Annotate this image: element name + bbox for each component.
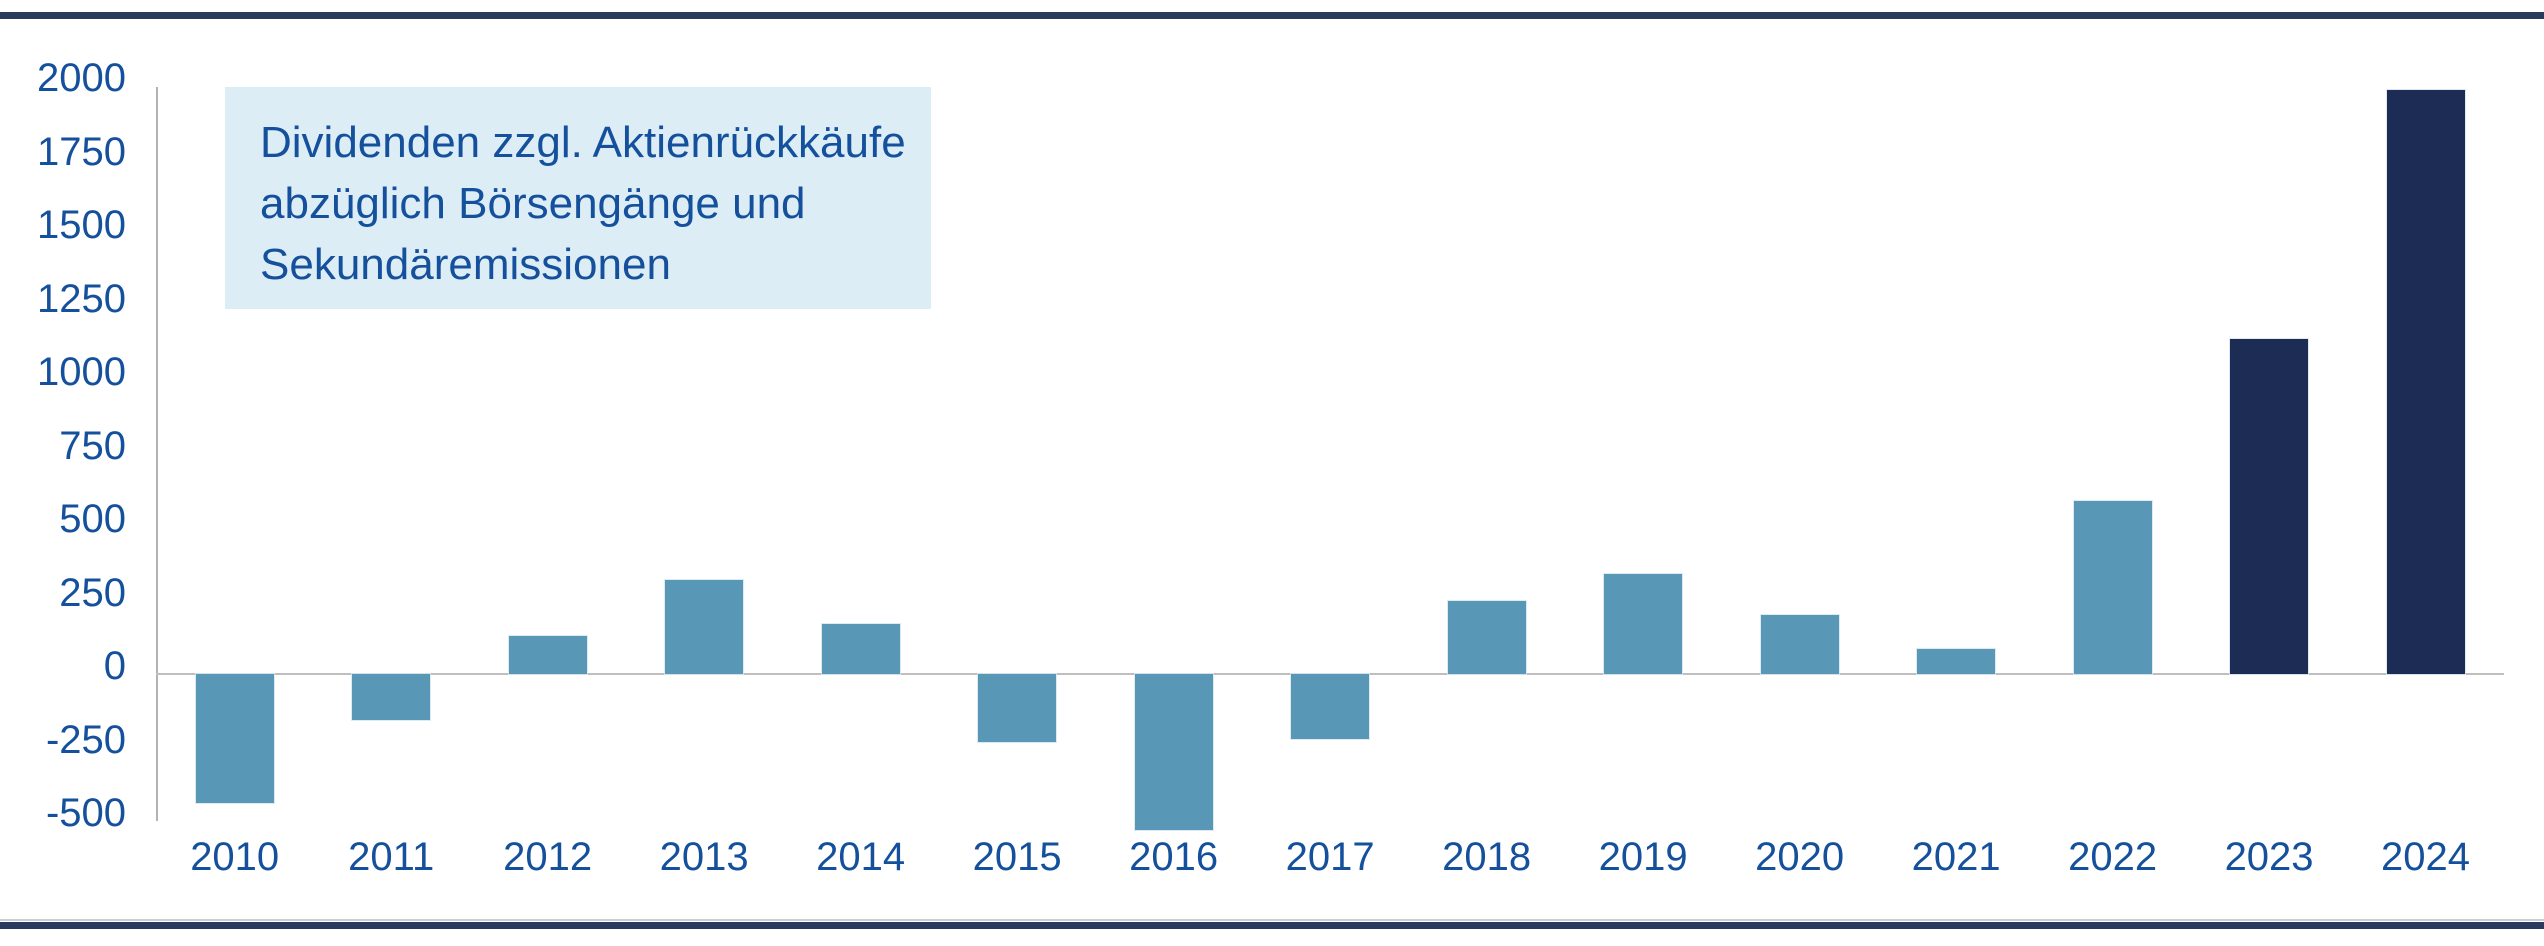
x-tick-label-2020: 2020 bbox=[1755, 835, 1845, 879]
bar-2018 bbox=[1446, 599, 1527, 675]
bar-2016 bbox=[1133, 673, 1214, 831]
x-tick-label-2021: 2021 bbox=[1911, 835, 2001, 879]
bar-2020 bbox=[1759, 614, 1840, 675]
y-tick-label--250: -250 bbox=[45, 717, 126, 762]
x-tick-label-2011: 2011 bbox=[348, 835, 435, 879]
y-tick-label-2000: 2000 bbox=[37, 56, 126, 100]
bar-2017 bbox=[1290, 673, 1371, 740]
bottom-hairline bbox=[0, 919, 2544, 921]
x-tick-label-2019: 2019 bbox=[1598, 835, 1688, 879]
bar-2013 bbox=[664, 578, 745, 675]
bar-2010 bbox=[194, 672, 275, 805]
y-tick-label-750: 750 bbox=[59, 423, 126, 468]
x-tick-label-2017: 2017 bbox=[1285, 835, 1375, 879]
bar-2019 bbox=[1603, 573, 1684, 675]
y-tick-label-1250: 1250 bbox=[37, 276, 126, 321]
bar-2012 bbox=[507, 634, 588, 675]
x-tick-label-2014: 2014 bbox=[816, 835, 906, 879]
annotation-line-1: Dividenden zzgl. Aktienrückkäufe bbox=[260, 118, 906, 167]
y-tick-label--500: -500 bbox=[45, 791, 126, 835]
y-tick-label-500: 500 bbox=[59, 497, 126, 541]
annotation-line-2: abzüglich Börsengänge und bbox=[260, 179, 806, 228]
x-tick-label-2022: 2022 bbox=[2068, 835, 2158, 879]
bottom-border-rule bbox=[0, 922, 2544, 929]
y-axis-line bbox=[156, 87, 158, 821]
bar-2021 bbox=[1916, 648, 1997, 675]
bar-2024 bbox=[2385, 89, 2466, 675]
top-border-rule bbox=[0, 12, 2544, 19]
bar-2014 bbox=[820, 623, 901, 675]
x-tick-label-2016: 2016 bbox=[1129, 835, 1219, 879]
x-tick-label-2024: 2024 bbox=[2381, 835, 2471, 879]
bar-2023 bbox=[2229, 337, 2310, 675]
y-tick-label-0: 0 bbox=[103, 644, 126, 688]
annotation-line-3: Sekundäremissionen bbox=[260, 240, 671, 289]
x-tick-label-2015: 2015 bbox=[972, 835, 1062, 879]
y-tick-label-1000: 1000 bbox=[37, 350, 126, 394]
annotation-box: Dividenden zzgl. Aktienrückkäufe abzügli… bbox=[225, 87, 931, 309]
x-tick-label-2018: 2018 bbox=[1442, 835, 1532, 879]
bar-2022 bbox=[2072, 499, 2153, 675]
x-tick-label-2012: 2012 bbox=[503, 835, 593, 879]
x-tick-label-2023: 2023 bbox=[2224, 835, 2314, 879]
bar-2015 bbox=[977, 673, 1058, 743]
x-tick-label-2013: 2013 bbox=[659, 835, 749, 879]
y-tick-label-1750: 1750 bbox=[37, 129, 126, 174]
y-tick-label-250: 250 bbox=[59, 570, 126, 615]
x-tick-label-2010: 2010 bbox=[190, 835, 280, 879]
y-tick-label-1500: 1500 bbox=[37, 203, 126, 247]
bar-2011 bbox=[351, 673, 432, 721]
